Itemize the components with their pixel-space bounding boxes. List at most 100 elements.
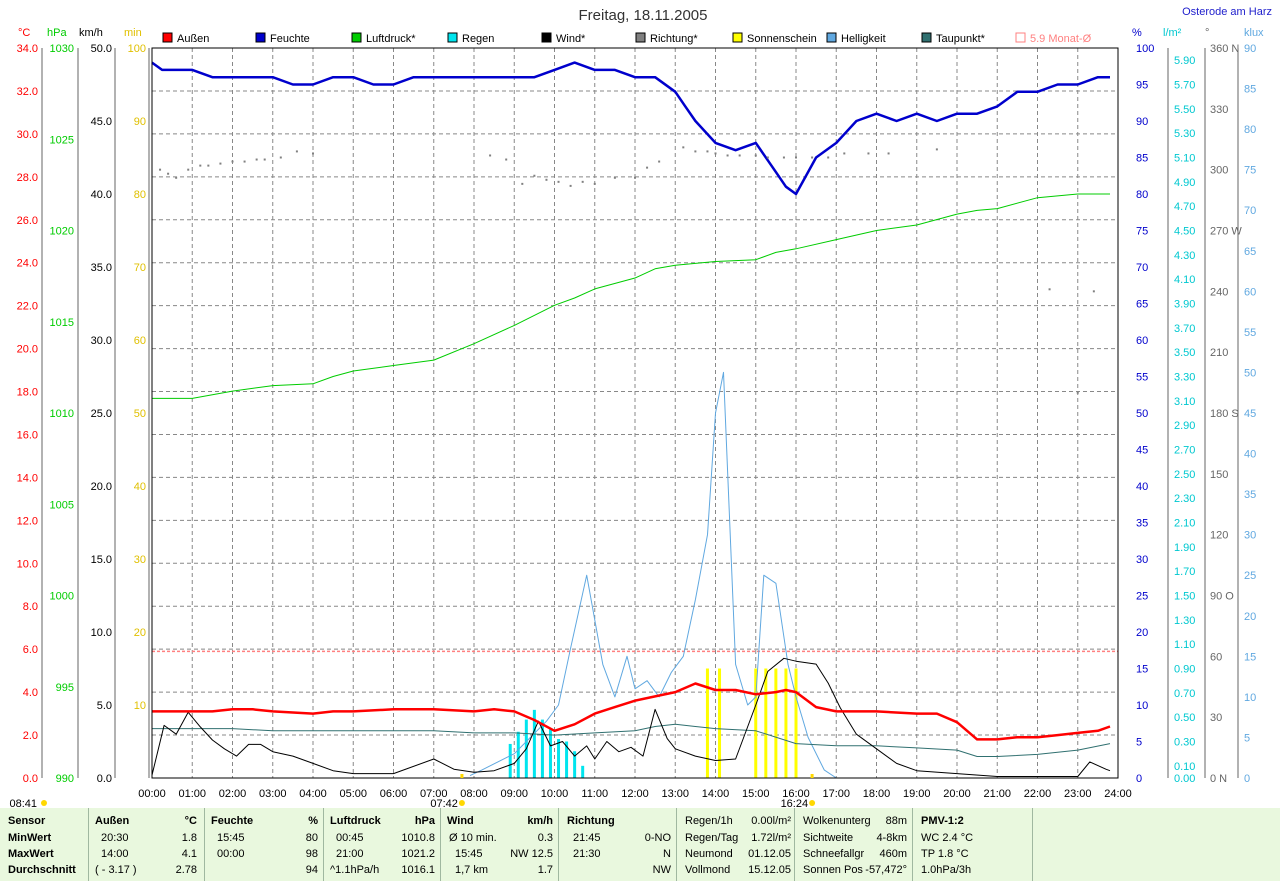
percent-tick: 50 <box>1136 408 1148 420</box>
luftdruck-unit: hPa <box>414 815 435 827</box>
degree-tick: 120 <box>1210 530 1228 542</box>
percent-tick: 15 <box>1136 664 1148 676</box>
rain-bar <box>573 751 577 778</box>
aussen-unit: °C <box>184 815 197 827</box>
degree-tick: 210 <box>1210 347 1228 359</box>
legend-swatch <box>826 32 837 43</box>
legend-label: Helligkeit <box>841 33 886 45</box>
klux-tick: 80 <box>1244 124 1256 136</box>
time-tick: 17:00 <box>822 788 850 800</box>
direction-point <box>159 168 162 171</box>
rain-bar <box>581 765 585 778</box>
klux-tick: 0 <box>1244 773 1250 785</box>
wolken-value: 460m <box>879 848 907 860</box>
direction-point <box>646 166 649 169</box>
min-tick: 80 <box>134 189 146 201</box>
direction-point <box>1092 290 1095 293</box>
direction-point <box>231 160 234 163</box>
rain-tick: 1.70 <box>1174 566 1195 578</box>
time-tick: 09:00 <box>500 788 528 800</box>
celsius-tick: 2.0 <box>23 730 38 742</box>
direction-point <box>867 152 870 155</box>
footer-aussen: Außen °C 20:30 1.8 14:00 4.1 ( - 3.17 ) 2.78 <box>88 808 205 881</box>
degree-tick: 30 <box>1210 712 1222 724</box>
luftdruck-title: Luftdruck <box>330 815 381 827</box>
footer-regen: Regen/1h 0.00l/m² Regen/Tag 1.72l/m² Neumo… <box>676 808 795 881</box>
min-tick: 100 <box>128 43 146 55</box>
celsius-tick: 26.0 <box>17 215 38 227</box>
pmv-row: WC 2.4 °C <box>921 832 974 844</box>
aussen-value: 2.78 <box>175 864 197 876</box>
celsius-tick: 22.0 <box>17 301 38 313</box>
percent-tick: 70 <box>1136 262 1148 274</box>
direction-point <box>243 160 246 163</box>
rain-tick: 5.90 <box>1174 55 1195 67</box>
kmh-tick: 10.0 <box>91 627 112 639</box>
hpa-tick: 1015 <box>50 317 74 329</box>
duration-sun-icon <box>41 800 47 806</box>
direction-point <box>219 162 222 165</box>
rain-tick: 1.30 <box>1174 615 1195 627</box>
wind-line <box>151 657 1111 777</box>
footer-luftdruck: Luftdruck hPa 00:45 1010.8 21:00 1021.2 ^1.… <box>323 808 441 881</box>
rain-tick: 2.30 <box>1174 493 1195 505</box>
degree-tick: 0 N <box>1210 773 1227 785</box>
hpa-tick: 990 <box>56 773 74 785</box>
aussen-time: ( - 3.17 ) <box>95 864 137 876</box>
luftdruck-time: 21:00 <box>336 848 364 860</box>
hpa-tick: 1030 <box>50 43 74 55</box>
direction-point <box>521 182 524 185</box>
celsius-tick: 18.0 <box>17 387 38 399</box>
aussen-value: 4.1 <box>181 848 197 860</box>
time-tick: 07:00 <box>420 788 448 800</box>
direction-point <box>726 154 729 157</box>
degree-tick: 240 <box>1210 286 1228 298</box>
min-tick: 20 <box>134 627 146 639</box>
klux-tick: 55 <box>1244 327 1256 339</box>
hpa-tick: 995 <box>56 682 74 694</box>
percent-tick: 75 <box>1136 226 1148 238</box>
time-tick: 05:00 <box>339 788 367 800</box>
percent-tick: 45 <box>1136 445 1148 457</box>
sunrise-sun-icon <box>458 800 465 806</box>
sensor-row: MaxWert <box>8 848 54 860</box>
luftdruck-value: 1010.8 <box>401 832 435 844</box>
wind-time: 1,7 km <box>455 864 489 876</box>
rain-bar <box>557 739 561 778</box>
celsius-tick: 28.0 <box>17 172 38 184</box>
degree-tick: 270 W <box>1210 226 1242 238</box>
wind-time: Ø 10 min. <box>449 832 497 844</box>
time-tick: 01:00 <box>178 788 206 800</box>
celsius-tick: 32.0 <box>17 86 38 98</box>
percent-tick: 5 <box>1136 737 1142 749</box>
kmh-tick: 35.0 <box>91 262 112 274</box>
direction-point <box>811 156 814 159</box>
direction-point <box>682 146 685 149</box>
time-tick: 24:00 <box>1104 788 1132 800</box>
rain-unit-label: l/m² <box>1163 27 1182 39</box>
rain-bar <box>565 741 569 778</box>
kmh-tick: 30.0 <box>91 335 112 347</box>
left-axes: 0.0 2.0 4.0 6.0 8.0 10.0 12.0 14.0 16.0 18.0 20.0 2… <box>17 43 150 785</box>
rain-tick: 4.50 <box>1174 226 1195 238</box>
min-tick: 50 <box>134 408 146 420</box>
time-axis: 00:00 01:00 02:00 03:00 04:00 05:00 06:00 07:00… <box>138 788 1132 800</box>
hpa-tick: 1000 <box>50 591 74 603</box>
degree-unit-label: ° <box>1205 27 1209 39</box>
min-tick: 40 <box>134 481 146 493</box>
time-tick: 08:00 <box>460 788 488 800</box>
direction-point <box>255 158 258 161</box>
rain-bar <box>516 731 520 778</box>
regen-label: Regen/1h <box>685 815 733 827</box>
rain-tick: 4.10 <box>1174 274 1195 286</box>
brightness-line <box>469 371 837 779</box>
kmh-tick: 50.0 <box>91 43 112 55</box>
sunshine-bar <box>705 668 709 778</box>
rain-tick: 1.50 <box>1174 591 1195 603</box>
time-tick: 22:00 <box>1024 788 1052 800</box>
time-tick: 12:00 <box>621 788 649 800</box>
percent-tick: 35 <box>1136 518 1148 530</box>
direction-point <box>658 160 661 163</box>
degree-tick: 60 <box>1210 651 1222 663</box>
richtung-title: Richtung <box>567 815 615 827</box>
